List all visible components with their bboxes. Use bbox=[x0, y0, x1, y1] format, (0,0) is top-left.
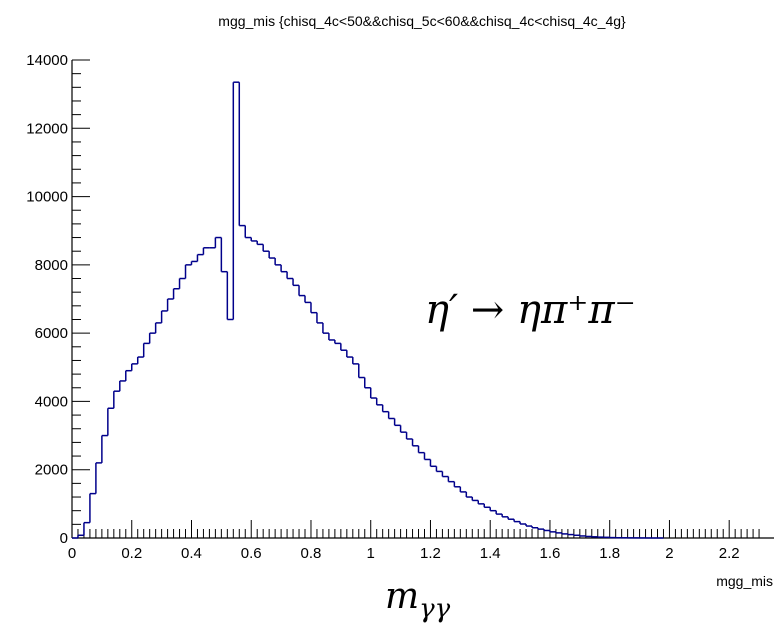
x-tick-label: 2.2 bbox=[719, 545, 740, 562]
x-tick-label: 1 bbox=[367, 545, 375, 562]
x-axis-label: mgg_mis bbox=[716, 573, 773, 589]
x-tick-label: 0.6 bbox=[241, 545, 262, 562]
plot-frame bbox=[71, 60, 774, 539]
x-tick-label: 1.6 bbox=[540, 545, 561, 562]
x-tick-label: 0.2 bbox=[121, 545, 142, 562]
y-tick-label: 2000 bbox=[35, 462, 68, 479]
y-tick-label: 14000 bbox=[26, 52, 68, 69]
y-tick-label: 0 bbox=[60, 530, 68, 547]
x-tick-label: 2 bbox=[665, 545, 673, 562]
y-tick-label: 4000 bbox=[35, 393, 68, 410]
mass-subscript: γγ bbox=[419, 594, 451, 623]
x-tick-label: 0.4 bbox=[181, 545, 202, 562]
x-tick-label: 1.8 bbox=[599, 545, 620, 562]
chart-title: mgg_mis {chisq_4c<50&&chisq_5c<60&&chisq… bbox=[218, 13, 626, 29]
y-axis: 0 2000 4000 6000 8000 10000 12000 14000 bbox=[26, 52, 90, 547]
x-tick-label: 1.2 bbox=[420, 545, 441, 562]
mass-annotation: mγγ bbox=[385, 576, 451, 623]
y-tick-label: 12000 bbox=[26, 120, 68, 137]
y-tick-label: 8000 bbox=[35, 257, 68, 274]
y-tick-label: 6000 bbox=[35, 325, 68, 342]
x-tick-label: 0.8 bbox=[301, 545, 322, 562]
x-tick-label: 1.4 bbox=[480, 545, 501, 562]
x-tick-label: 0 bbox=[68, 545, 76, 562]
mass-symbol: m bbox=[385, 576, 419, 617]
x-axis: 0 0.2 0.4 0.6 0.8 1 1.2 1.4 1.6 1.8 2 2.2 bbox=[68, 520, 760, 562]
decay-annotation: η′ → ηπ⁺π⁻ bbox=[425, 287, 636, 333]
histogram-line bbox=[72, 81, 664, 539]
y-tick-label: 10000 bbox=[26, 189, 68, 206]
